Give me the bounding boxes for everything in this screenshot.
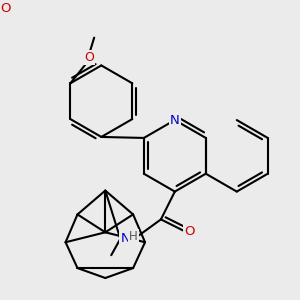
Text: N: N (120, 232, 130, 245)
Text: O: O (184, 225, 195, 238)
Text: O: O (184, 225, 195, 238)
Text: N: N (170, 114, 180, 127)
Text: N: N (120, 232, 130, 245)
Text: H: H (129, 230, 137, 243)
Text: N: N (170, 114, 180, 127)
Text: O: O (84, 51, 94, 64)
Text: O: O (0, 2, 11, 14)
Text: H: H (129, 230, 137, 243)
